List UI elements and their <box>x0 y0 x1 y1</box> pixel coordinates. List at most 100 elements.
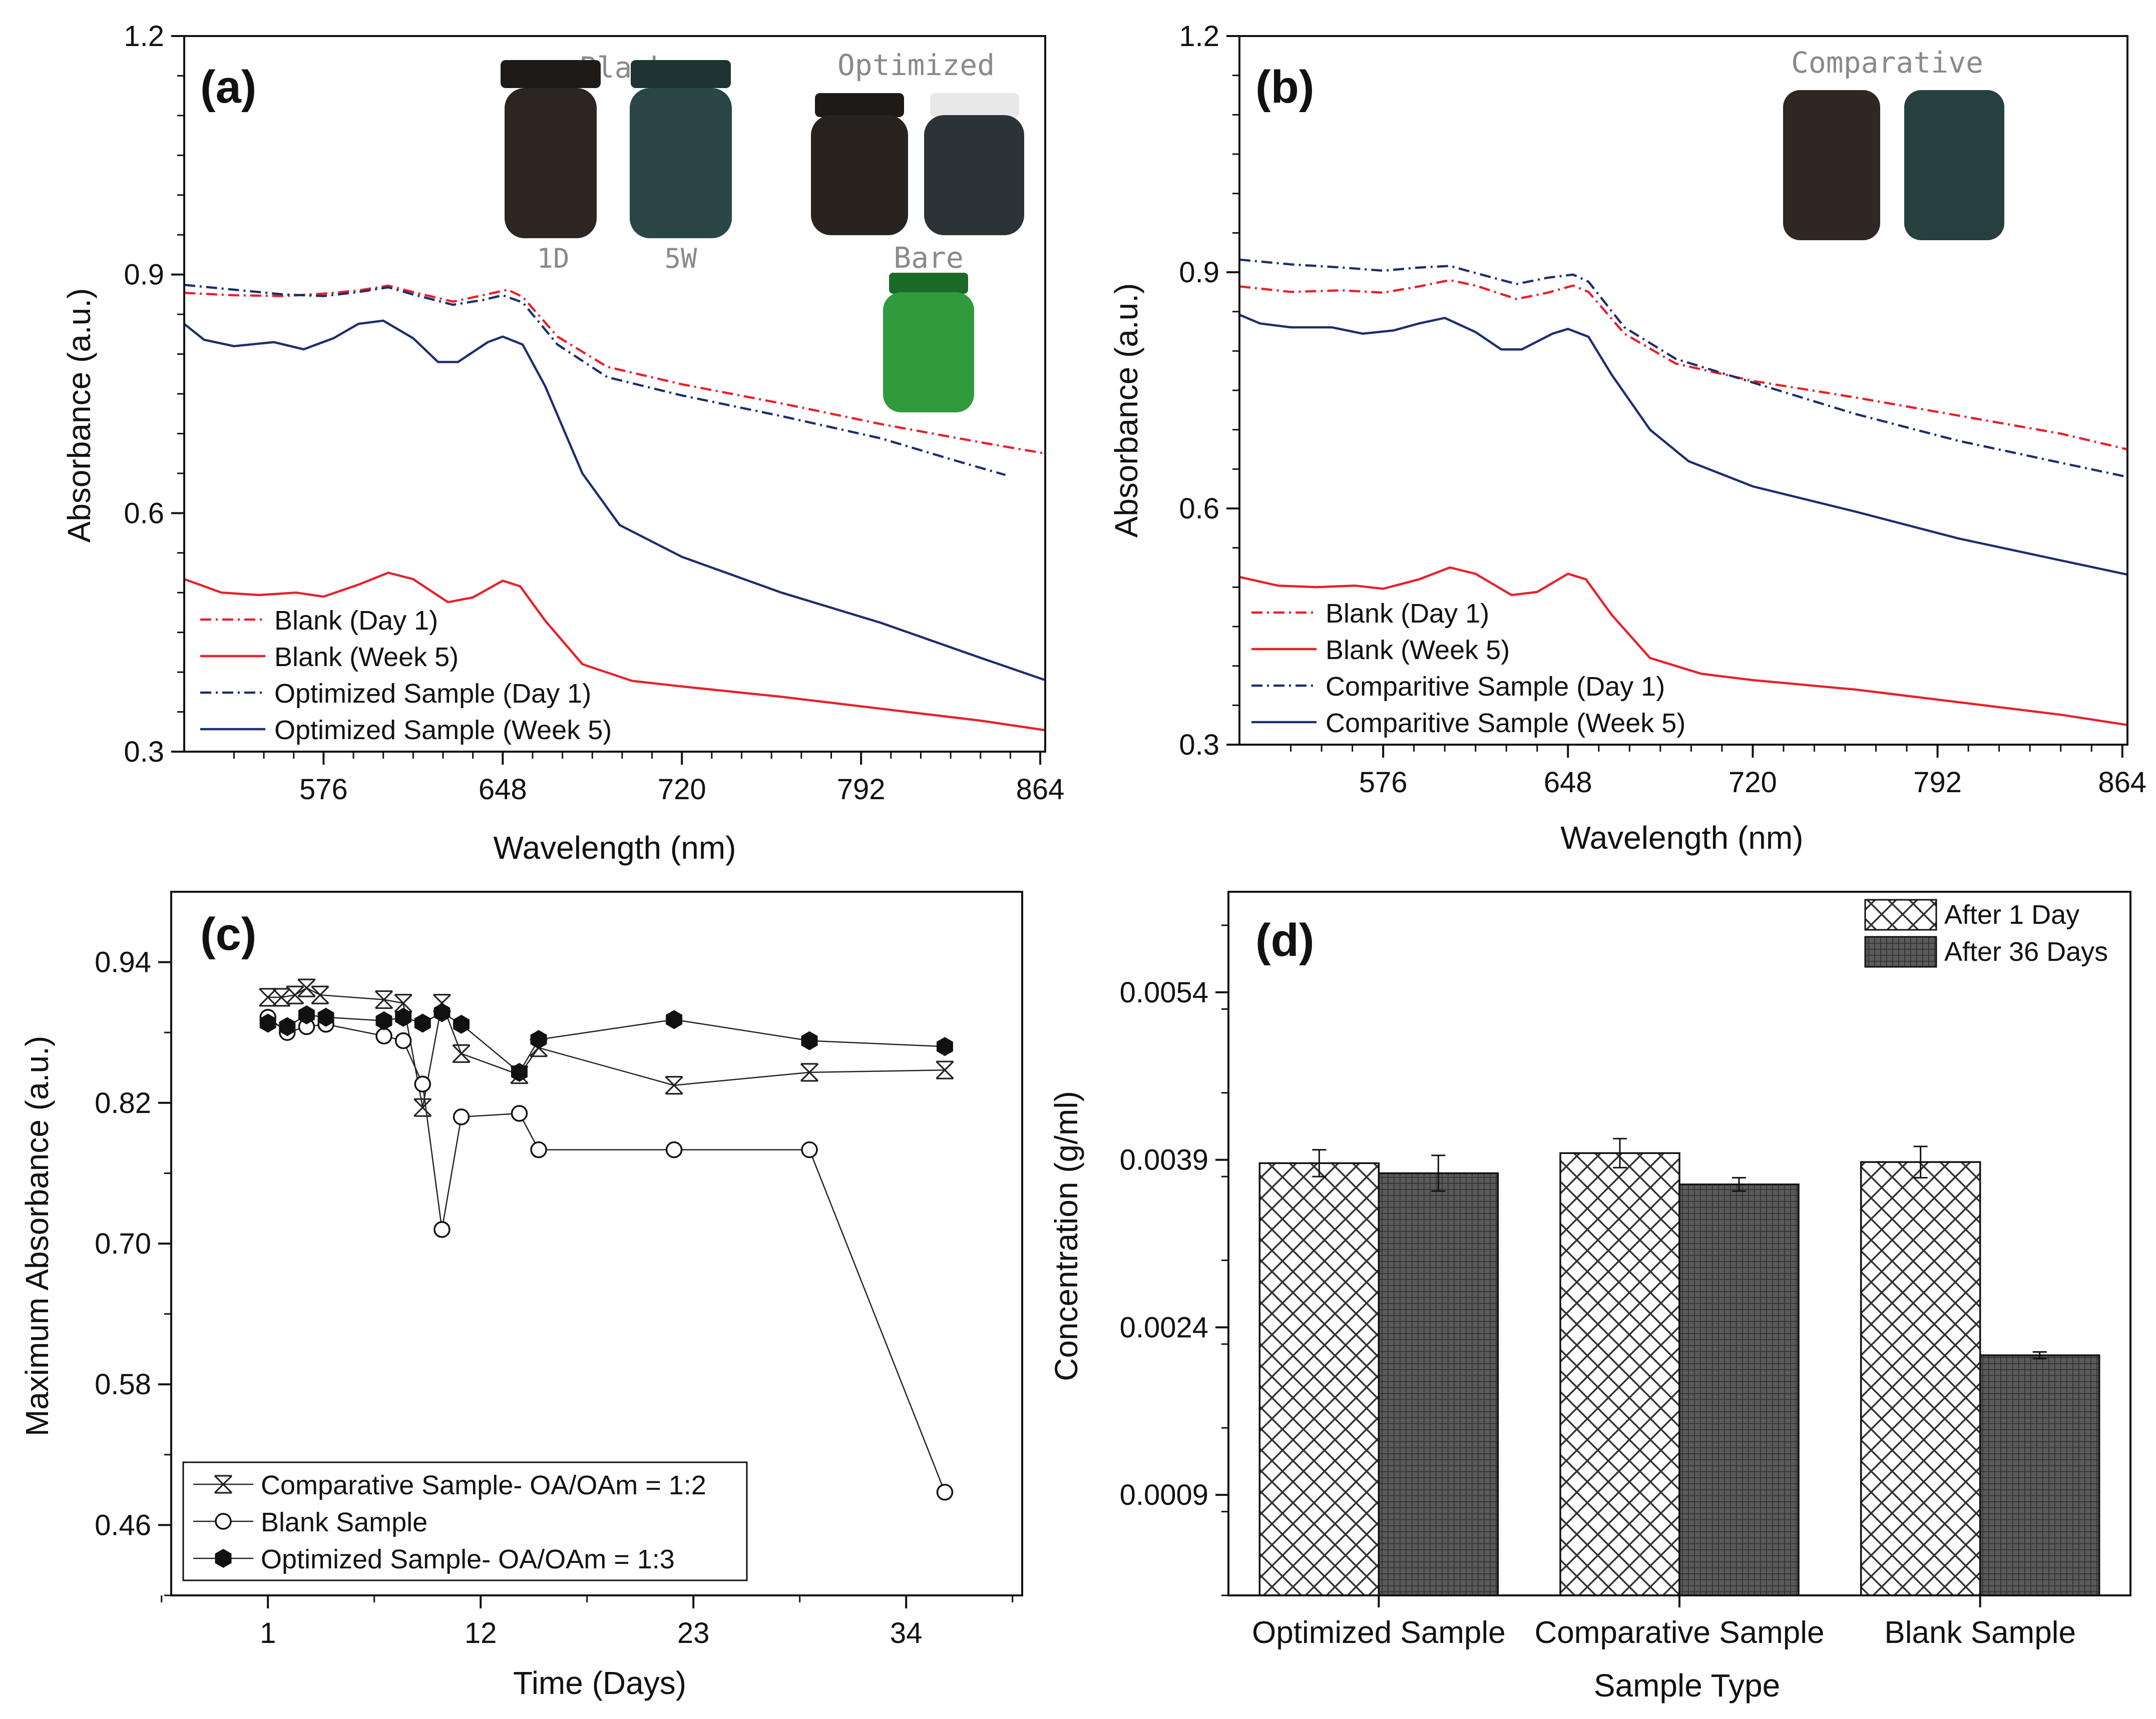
data-point-c-2-2 <box>298 1005 315 1024</box>
y-tick-label-d-0: 0.0009 <box>1120 1479 1208 1511</box>
legend-label-b-1: Blank (Week 5) <box>1326 635 1510 665</box>
x-tick-label-a-3: 792 <box>837 773 886 806</box>
plot-frame-d <box>1227 891 2131 1596</box>
x-tick-label-c-1: 12 <box>465 1617 497 1649</box>
error-bar-2-1 <box>2032 1351 2047 1360</box>
panel-d-plot-body: Optimized Sample Comparative Sample Blank … <box>1120 891 2131 1650</box>
panel-b-inset-comparative-title: Comparative <box>1791 46 1983 80</box>
error-bar-1-0 <box>1613 1137 1627 1169</box>
panel-a-inset-caption-5w: 5W <box>664 243 697 274</box>
legend-box-c <box>182 1461 748 1581</box>
legend-label-c-2: Optimized Sample- OA/OAm = 1:3 <box>261 1544 675 1574</box>
y-tick-label-c-2: 0.70 <box>95 1228 151 1260</box>
data-point-c-0-3-shape <box>297 978 316 997</box>
data-point-c-0-2 <box>286 985 304 1004</box>
legend-label-b-0: Blank (Day 1) <box>1326 599 1489 629</box>
y-tick-label-a-0: 0.3 <box>124 736 164 768</box>
panel-c-y-axis-title: Maximum Absorbance (a.u.) <box>19 1036 55 1436</box>
panel-b-x-axis-title: Wavelength (nm) <box>1561 820 1804 856</box>
data-point-c-0-0-shape <box>259 988 277 1007</box>
legend-label-d-0: After 1 Day <box>1944 900 2079 930</box>
panel-d-label: (d) <box>1255 915 1314 966</box>
panel-b-inset-comparative: Comparative <box>1783 46 2004 240</box>
legend-label-b-3: Comparitive Sample (Week 5) <box>1326 708 1685 738</box>
data-point-c-1-5 <box>394 1032 412 1049</box>
panel-a-inset-caption-1d: 1D <box>537 243 569 274</box>
panel-a-vial-optimized-1-image <box>811 93 908 235</box>
panel-d-y-axis-title: Concentration (g/ml) <box>1048 1091 1084 1381</box>
y-tick-label-a-2: 0.9 <box>124 259 164 291</box>
panel-a-inset-blank: Blank 1D 5W <box>501 51 732 274</box>
data-point-c-0-2-shape <box>286 985 304 1004</box>
series-line-a-3 <box>183 319 1046 682</box>
series-line-b-0 <box>1239 279 2128 451</box>
panel-b-y-axis-title: Absorbance (a.u.) <box>1108 283 1144 538</box>
legend-swatch-marker-c-0 <box>214 1475 233 1494</box>
y-tick-label-d-2: 0.0039 <box>1120 1144 1208 1177</box>
panel-a-label: (a) <box>200 62 256 113</box>
data-point-c-2-3 <box>317 1007 334 1027</box>
data-point-c-1-9 <box>511 1105 528 1122</box>
series-line-a-1 <box>184 571 1046 732</box>
legend-label-a-1: Blank (Week 5) <box>274 642 459 672</box>
data-point-c-2-1 <box>279 1017 296 1036</box>
x-tick-label-b-3: 792 <box>1913 766 1962 799</box>
x-tick-label-a-2: 720 <box>658 773 706 806</box>
data-point-c-0-5 <box>374 990 393 1009</box>
series-line-b-3 <box>1239 313 2128 576</box>
data-point-c-0-1 <box>272 988 291 1007</box>
legend-swatch-marker-c-2 <box>215 1549 232 1568</box>
panel-a: 576 648 720 792 864 0.3 0.6 0.9 1.2 Blank (Day 1)… <box>61 20 1064 866</box>
panel-a-inset-bare: Bare <box>883 241 974 412</box>
panel-d-x-axis-title: Sample Type <box>1594 1667 1780 1703</box>
data-point-c-0-7 <box>413 1098 432 1117</box>
panel-a-inset-bare-title: Bare <box>894 241 964 275</box>
panel-a-vial-bare-image <box>883 273 974 412</box>
x-tick-label-b-4: 864 <box>2098 766 2146 799</box>
panel-c-x-axis-title: Time (Days) <box>513 1665 686 1701</box>
error-bar-0-1 <box>1431 1155 1446 1192</box>
panel-b-vial-comparative-1-image <box>1783 90 1880 240</box>
x-tick-label-a-1: 648 <box>479 773 527 806</box>
data-point-c-0-9 <box>452 1044 471 1063</box>
data-point-c-0-14-shape <box>936 1060 954 1079</box>
error-bar-0-0 <box>1312 1149 1327 1178</box>
y-tick-label-a-3: 1.2 <box>124 20 164 53</box>
panel-a-inset-optimized-title: Optimized <box>837 48 995 82</box>
legend-label-c-1: Blank Sample <box>261 1507 427 1537</box>
data-point-c-1-13 <box>936 1484 954 1501</box>
y-tick-label-c-3: 0.82 <box>95 1087 151 1119</box>
data-point-c-1-12 <box>801 1141 818 1159</box>
panel-b-label: (b) <box>1255 62 1314 113</box>
legend-swatch-marker-c-0-shape <box>214 1475 233 1494</box>
y-tick-label-c-0: 0.46 <box>95 1509 151 1541</box>
x-tick-label-d-2: Blank Sample <box>1884 1615 2076 1650</box>
series-line-a-2 <box>184 284 1006 476</box>
data-point-c-1-11 <box>665 1141 683 1159</box>
data-point-c-1-6 <box>414 1075 432 1093</box>
x-tick-label-c-0: 1 <box>260 1617 276 1649</box>
data-point-c-2-13 <box>937 1037 953 1056</box>
x-tick-label-b-2: 720 <box>1729 766 1777 799</box>
data-point-c-2-10 <box>530 1030 547 1049</box>
panel-a-y-axis-title: Absorbance (a.u.) <box>61 288 97 543</box>
y-tick-label-b-0: 0.3 <box>1179 729 1219 761</box>
data-point-c-0-13 <box>800 1063 819 1082</box>
x-tick-label-a-0: 576 <box>299 773 348 806</box>
y-tick-label-d-1: 0.0024 <box>1120 1311 1208 1344</box>
data-point-c-0-12 <box>665 1076 683 1095</box>
data-point-c-1-10 <box>530 1141 547 1159</box>
y-tick-label-a-1: 0.6 <box>124 497 164 529</box>
legend-label-a-2: Optimized Sample (Day 1) <box>274 679 591 709</box>
panel-c: 1 12 23 34 0.46 0.58 0.70 0.82 0.94 Comparative S… <box>19 891 1023 1701</box>
panel-a-plot-body: 576 648 720 792 864 0.3 0.6 0.9 1.2 Blank (Day 1)… <box>124 20 1064 806</box>
bar-2-0 <box>1860 1161 1981 1596</box>
data-point-c-2-7 <box>434 1003 451 1022</box>
x-tick-label-d-1: Comparative Sample <box>1535 1615 1825 1650</box>
data-point-c-2-5 <box>395 1007 412 1027</box>
y-tick-label-c-1: 0.58 <box>95 1368 151 1401</box>
panel-a-inset-optimized: Optimized <box>811 48 1024 235</box>
data-point-c-1-8 <box>453 1108 470 1125</box>
data-point-c-2-8 <box>453 1014 470 1034</box>
